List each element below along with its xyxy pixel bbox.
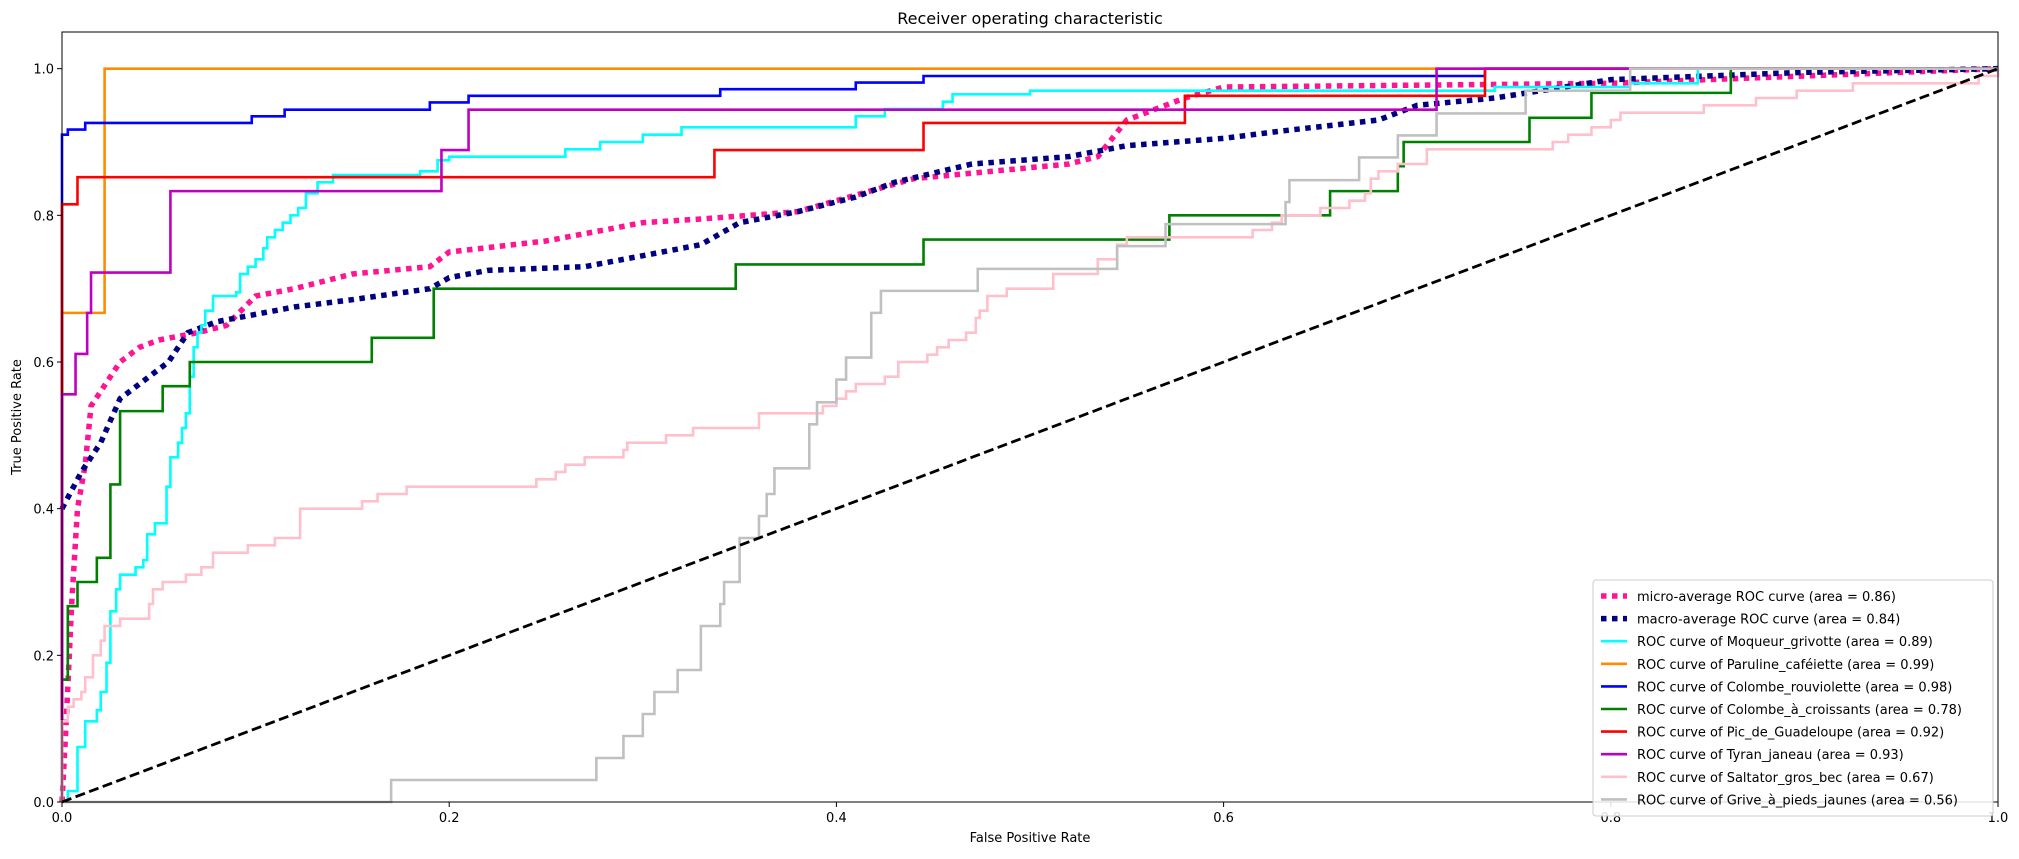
series-line-9	[62, 67, 1998, 804]
series-line-0	[59, 65, 1999, 803]
x-tick-label: 0.2	[439, 811, 460, 826]
series-line-10	[61, 67, 1999, 804]
y-tick-label: 0.6	[33, 356, 54, 371]
series-line-6	[60, 67, 1998, 802]
legend-entry: ROC curve of Paruline_caféiette (area = …	[1637, 658, 1934, 673]
legend-entry: ROC curve of Tyran_janeau (area = 0.93)	[1637, 748, 1904, 763]
y-axis-label: True Positive Rate	[10, 359, 25, 476]
y-tick-label: 0.2	[33, 649, 54, 664]
plot-frame	[61, 31, 1999, 803]
legend-entry: macro-average ROC curve (area = 0.84)	[1637, 613, 1900, 628]
legend-entry: ROC curve of Grive_à_pieds_jaunes (area …	[1637, 793, 1958, 808]
series-line-5	[60, 67, 1998, 802]
series-line-8	[60, 68, 2000, 802]
legend-entry: ROC curve of Colombe_à_croissants (area …	[1637, 703, 1962, 718]
x-tick-label: 0.0	[52, 811, 73, 826]
x-tick-label: 0.4	[826, 811, 847, 826]
x-axis-label: False Positive Rate	[970, 831, 1091, 846]
legend-entry: ROC curve of Pic_de_Guadeloupe (area = 0…	[1637, 726, 1944, 741]
legend: micro-average ROC curve (area = 0.86) mac…	[1592, 579, 1994, 817]
series-line-2	[62, 67, 1998, 804]
legend-entry: ROC curve of Moqueur_grivotte (area = 0.…	[1637, 635, 1933, 650]
legend-entry: ROC curve of Colombe_rouviolette (area =…	[1637, 680, 1952, 695]
legend-box	[1592, 579, 1994, 817]
y-tick-label: 1.0	[33, 63, 54, 78]
x-tick-label: 0.6	[1213, 811, 1234, 826]
y-tick-label: 0.0	[33, 796, 54, 811]
series-line-7	[60, 67, 1998, 802]
series-line-4	[60, 67, 1998, 802]
legend-entry: ROC curve of Saltator_gros_bec (area = 0…	[1637, 771, 1934, 786]
curves	[59, 65, 2000, 804]
y-tick-label: 0.4	[33, 503, 54, 518]
chart-title: Receiver operating characteristic	[897, 9, 1163, 28]
legend-entry: micro-average ROC curve (area = 0.86)	[1637, 590, 1896, 605]
y-tick-label: 0.8	[33, 209, 54, 224]
